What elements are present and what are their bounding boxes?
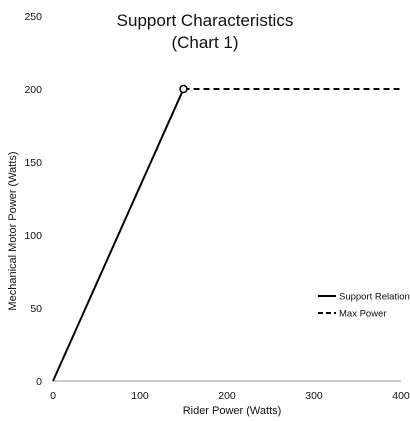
chart-title-line-1: Support Characteristics <box>117 11 294 30</box>
y-tick-label: 50 <box>30 303 42 315</box>
y-tick-label: 250 <box>24 11 42 23</box>
y-tick-label: 200 <box>24 84 42 96</box>
marker-layer <box>179 84 188 94</box>
y-tick-label: 150 <box>24 157 42 169</box>
x-tick-label: 400 <box>392 390 410 402</box>
x-tick-label: 100 <box>131 390 149 402</box>
y-axis-title: Mechanical Motor Power (Watts) <box>7 151 19 310</box>
legend: Support Relation Max Power <box>318 292 410 320</box>
y-tick-label: 100 <box>24 230 42 242</box>
series-layer <box>52 88 401 382</box>
y-axis-ticks: 0 50 100 150 200 250 <box>24 11 42 388</box>
x-axis-title: Rider Power (Watts) <box>183 405 282 417</box>
chart-title: Support Characteristics (Chart 1) <box>117 11 294 52</box>
x-tick-label: 0 <box>50 390 56 402</box>
chart-title-line-2: (Chart 1) <box>171 33 238 52</box>
legend-label-support-relation: Support Relation <box>339 292 410 303</box>
data-point-marker <box>179 84 188 94</box>
series-line-support-relation <box>52 88 185 382</box>
y-tick-label: 0 <box>36 376 42 388</box>
x-tick-label: 300 <box>305 390 323 402</box>
x-tick-label: 200 <box>218 390 236 402</box>
legend-label-max-power: Max Power <box>339 309 387 320</box>
x-axis-ticks: 0 100 200 300 400 <box>50 390 410 402</box>
